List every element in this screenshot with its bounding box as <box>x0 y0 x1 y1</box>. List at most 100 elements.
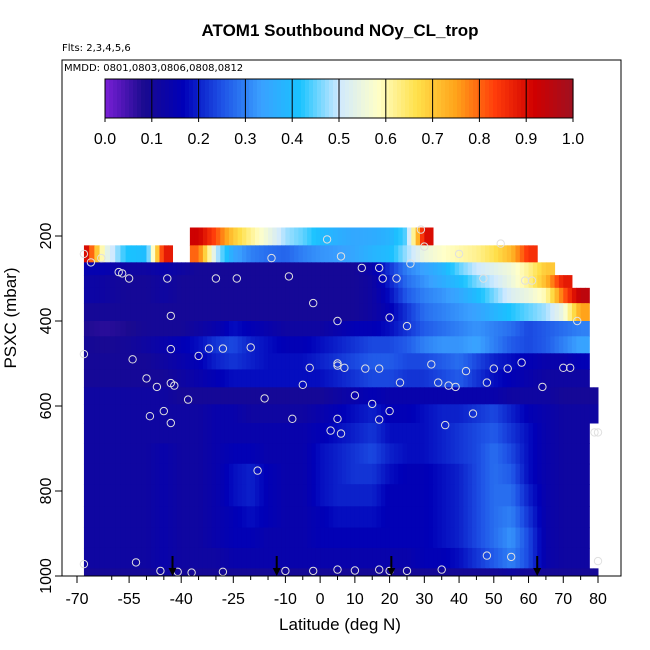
heatmap-cell <box>446 547 451 569</box>
heatmap-cell <box>155 423 160 444</box>
heatmap-cell <box>172 484 178 507</box>
heatmap-cell <box>272 443 278 465</box>
heatmap-cell <box>202 568 208 576</box>
heatmap-cell <box>376 353 382 370</box>
heatmap-cell <box>446 463 451 485</box>
heatmap-cell <box>567 336 573 354</box>
heatmap-cell <box>441 463 447 485</box>
heatmap-cell <box>393 527 399 549</box>
colorbar-segment <box>381 79 386 118</box>
colorbar-segment <box>509 79 514 118</box>
heatmap-cell <box>554 443 560 465</box>
heatmap-cell <box>515 321 521 337</box>
heatmap-cell <box>181 463 187 485</box>
heatmap-cell <box>163 387 169 405</box>
heatmap-cell <box>376 568 382 576</box>
heatmap-cell <box>136 336 142 354</box>
heatmap-cell <box>415 262 421 276</box>
colorbar-segment <box>525 79 530 118</box>
heatmap-cell <box>567 527 573 549</box>
heatmap-cell <box>224 287 230 304</box>
heatmap-cell <box>446 484 451 507</box>
y-tick-label: 400 <box>38 308 55 335</box>
heatmap-cell <box>241 275 247 289</box>
heatmap-cell <box>576 336 582 354</box>
heatmap-cell <box>324 527 330 549</box>
heatmap-cell <box>476 463 482 485</box>
heatmap-cell <box>337 262 343 276</box>
heatmap-cell <box>215 506 221 529</box>
heatmap-cell <box>130 353 137 370</box>
heatmap-cell <box>402 506 408 529</box>
heatmap-cell <box>406 463 412 485</box>
heatmap-cell <box>333 336 338 354</box>
heatmap-cell <box>380 353 386 370</box>
heatmap-cell <box>359 369 365 388</box>
observation-point <box>361 364 370 373</box>
heatmap-cell <box>211 527 217 549</box>
heatmap-cell <box>480 404 486 424</box>
heatmap-cell <box>428 423 434 444</box>
heatmap-cell <box>563 353 569 370</box>
heatmap-cell <box>459 336 464 354</box>
heatmap-cell <box>524 321 530 337</box>
colorbar-segment <box>257 79 262 118</box>
heatmap-cell <box>146 262 152 276</box>
heatmap-cell <box>328 275 334 289</box>
heatmap-cell <box>545 387 551 405</box>
heatmap-cell <box>550 506 556 529</box>
heatmap-cell <box>424 547 430 569</box>
observation-point <box>340 363 349 372</box>
heatmap-cell <box>441 321 447 337</box>
heatmap-cell <box>398 547 404 569</box>
heatmap-cell <box>541 369 547 388</box>
observation-point <box>454 249 464 259</box>
heatmap-cell <box>276 245 282 263</box>
heatmap-cell <box>571 547 577 569</box>
heatmap-cell <box>354 387 360 405</box>
heatmap-cell <box>302 463 308 485</box>
heatmap-cell <box>506 303 512 322</box>
heatmap-cell <box>419 262 425 276</box>
heatmap-cell <box>446 245 451 263</box>
colorbar-segment <box>333 79 338 118</box>
heatmap-cell <box>228 506 234 529</box>
heatmap-cell <box>228 369 234 388</box>
heatmap-cell <box>315 443 321 465</box>
heatmap-cell <box>168 387 174 405</box>
heatmap-cell <box>185 547 191 569</box>
heatmap-cell <box>576 484 582 507</box>
heatmap-cell <box>159 336 165 354</box>
heatmap-cell <box>389 227 395 246</box>
heatmap-cell <box>532 547 538 569</box>
heatmap-cell <box>515 303 521 322</box>
heatmap-cell <box>411 423 417 444</box>
observation-point <box>402 321 412 331</box>
heatmap-cell <box>228 336 234 354</box>
heatmap-cell <box>146 506 152 529</box>
heatmap-cell <box>198 303 204 322</box>
heatmap-cell <box>437 527 443 549</box>
heatmap-cell <box>115 404 121 424</box>
heatmap-cell <box>298 369 304 388</box>
heatmap-cell <box>155 287 160 304</box>
heatmap-cell <box>545 275 551 289</box>
heatmap-cell <box>215 303 221 322</box>
heatmap-cell <box>115 245 121 263</box>
heatmap-cell <box>524 262 530 276</box>
heatmap-cell <box>454 506 460 529</box>
heatmap-cell <box>485 387 490 405</box>
colorbar-segment <box>109 79 114 118</box>
heatmap-cell <box>554 287 560 304</box>
heatmap-cell <box>454 303 460 322</box>
heatmap-cell <box>489 369 495 388</box>
heatmap-cell <box>454 527 460 549</box>
heatmap-cell <box>220 245 226 263</box>
heatmap-cell <box>215 369 221 388</box>
colorbar-tick-label: 1.0 <box>562 131 584 148</box>
heatmap-cell <box>337 404 343 424</box>
heatmap-cell <box>320 568 325 576</box>
heatmap-cell <box>159 443 165 465</box>
heatmap-cell <box>433 387 438 405</box>
heatmap-cell <box>341 484 347 507</box>
